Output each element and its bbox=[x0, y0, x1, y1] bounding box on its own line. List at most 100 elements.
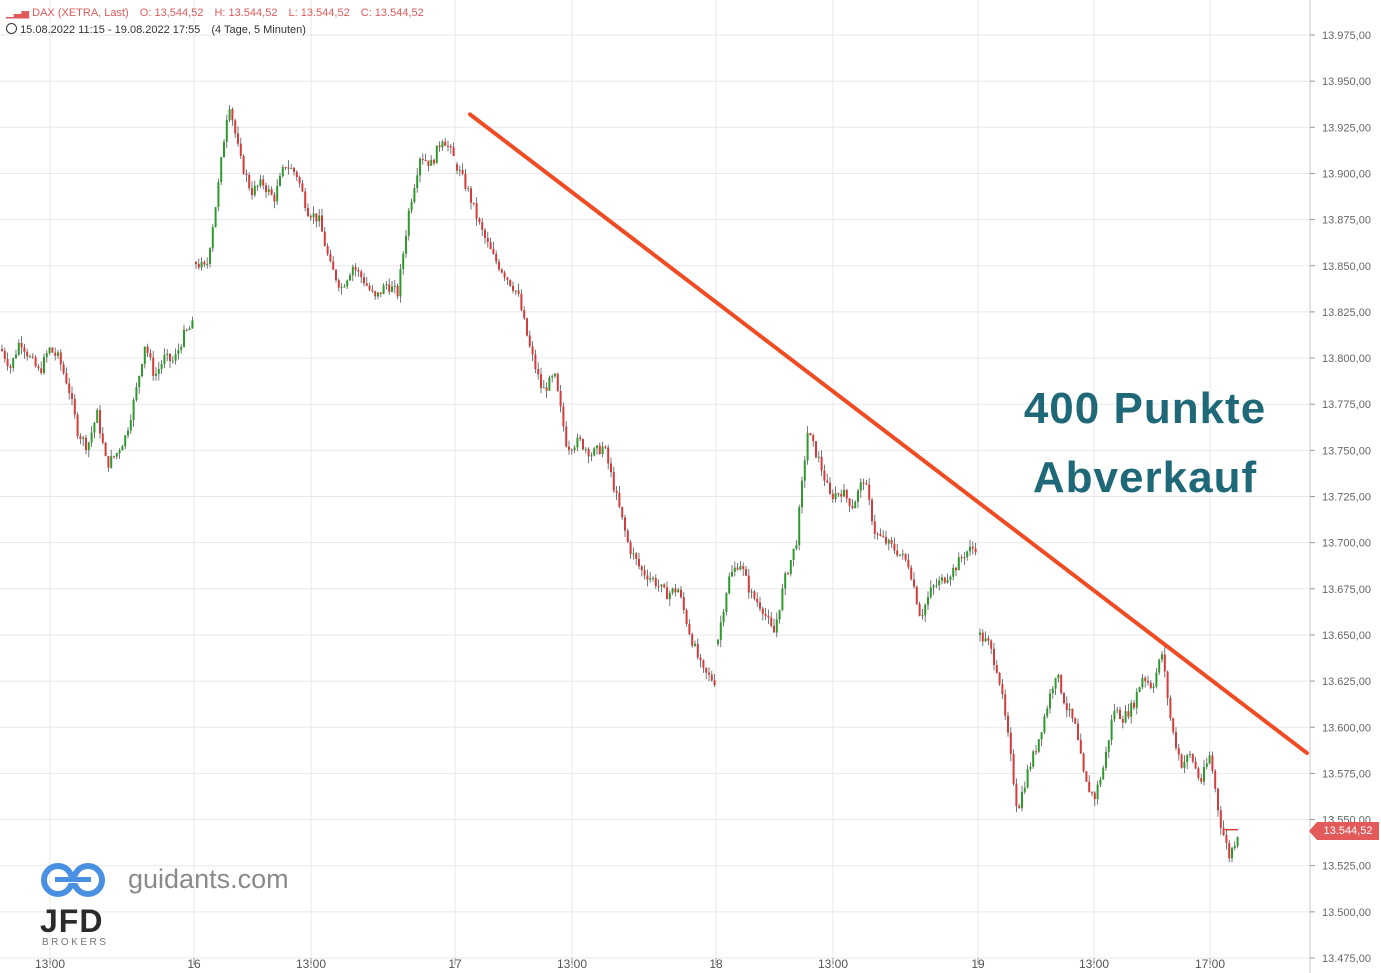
candle-body bbox=[340, 287, 343, 289]
candle-body bbox=[43, 357, 45, 373]
candle-body bbox=[792, 548, 795, 560]
candle-body bbox=[1133, 702, 1135, 708]
candle-body bbox=[267, 189, 270, 192]
candle-body bbox=[427, 160, 430, 166]
candle-body bbox=[809, 433, 812, 436]
candle-body bbox=[337, 280, 340, 288]
candle-body bbox=[960, 557, 963, 559]
bars-icon: ▁▃▅ bbox=[6, 8, 30, 19]
candle-body bbox=[817, 456, 820, 458]
candle-body bbox=[1205, 763, 1208, 768]
low-value: L: 13.544,52 bbox=[288, 7, 350, 19]
candle-body bbox=[113, 456, 115, 458]
candle-body bbox=[981, 632, 984, 642]
candle-body bbox=[464, 173, 467, 189]
candle-body bbox=[1211, 755, 1214, 771]
candle-body bbox=[1009, 732, 1012, 754]
candle-body bbox=[520, 293, 523, 311]
candle-body bbox=[565, 426, 568, 447]
candle-body bbox=[293, 167, 295, 172]
candle-body bbox=[110, 456, 113, 468]
y-tick-label: 13.675,00 bbox=[1322, 584, 1371, 596]
candle-body bbox=[879, 533, 882, 536]
candle-body bbox=[660, 584, 663, 587]
candle-body bbox=[321, 215, 323, 232]
candle-body bbox=[745, 569, 747, 576]
open-value: O: 13,544,52 bbox=[139, 7, 204, 19]
candle-body bbox=[45, 353, 48, 358]
candle-body bbox=[206, 263, 209, 265]
candle-body bbox=[798, 507, 801, 546]
candle-body bbox=[963, 557, 966, 559]
candle-body bbox=[467, 188, 470, 190]
candle-body bbox=[452, 147, 455, 157]
candle-body bbox=[1152, 686, 1155, 688]
brand-subtitle: BROKERS bbox=[42, 937, 109, 948]
candle-body bbox=[363, 277, 365, 284]
candle-body bbox=[393, 285, 396, 287]
candle-body bbox=[26, 351, 29, 357]
candle-body bbox=[812, 435, 815, 442]
candle-body bbox=[248, 174, 251, 189]
trendline[interactable] bbox=[468, 112, 1309, 756]
candle-body bbox=[924, 604, 927, 616]
candle-body bbox=[1208, 755, 1211, 764]
candle-body bbox=[433, 159, 435, 164]
candle-body bbox=[803, 460, 806, 481]
candle-body bbox=[354, 266, 357, 271]
candle-body bbox=[848, 498, 851, 507]
candle-body bbox=[335, 269, 337, 281]
candle-body bbox=[918, 604, 921, 616]
candle-body bbox=[590, 455, 593, 457]
candle-body bbox=[276, 185, 279, 202]
candle-body bbox=[702, 660, 705, 668]
candle-body bbox=[731, 571, 733, 577]
candle-body bbox=[307, 208, 309, 217]
candle-body bbox=[717, 640, 719, 645]
candle-body bbox=[1172, 718, 1175, 733]
candle-body bbox=[438, 145, 441, 148]
candle-body bbox=[157, 368, 160, 374]
candle-body bbox=[576, 437, 579, 448]
candle-body bbox=[761, 608, 764, 615]
brand-logo: JFD bbox=[40, 903, 104, 939]
candle-body bbox=[1231, 848, 1233, 859]
candle-body bbox=[326, 246, 329, 254]
x-tick-label: 17:00 bbox=[1195, 957, 1225, 971]
candle-body bbox=[1116, 709, 1119, 711]
period-label: (4 Tage, 5 Minuten) bbox=[211, 24, 306, 36]
candle-body bbox=[1225, 834, 1228, 843]
candle-body bbox=[413, 188, 416, 202]
candle-body bbox=[969, 546, 971, 552]
candle-body bbox=[725, 593, 728, 612]
candle-body bbox=[873, 521, 876, 534]
candle-body bbox=[728, 576, 731, 594]
candle-body bbox=[736, 567, 739, 570]
candle-body bbox=[287, 167, 290, 169]
candle-body bbox=[910, 567, 913, 580]
candle-body bbox=[174, 354, 177, 361]
candle-body bbox=[29, 356, 31, 358]
candle-body bbox=[1186, 755, 1189, 763]
x-tick-label: 18 bbox=[709, 957, 723, 971]
candle-body bbox=[127, 430, 129, 436]
candle-body bbox=[570, 449, 573, 451]
candle-body bbox=[301, 183, 304, 192]
candle-body bbox=[1018, 806, 1021, 809]
candle-body bbox=[626, 530, 629, 543]
candle-body bbox=[556, 373, 559, 392]
candle-body bbox=[478, 218, 481, 223]
candle-series bbox=[1, 105, 1239, 863]
candle-body bbox=[12, 358, 15, 368]
candle-body bbox=[1138, 687, 1141, 692]
candle-body bbox=[259, 179, 262, 186]
candle-body bbox=[674, 588, 677, 593]
candle-body bbox=[391, 286, 393, 292]
candle-body bbox=[1085, 771, 1088, 782]
candle-body bbox=[85, 437, 87, 450]
candle-body bbox=[957, 557, 960, 571]
candle-body bbox=[831, 493, 834, 500]
candle-body bbox=[149, 352, 152, 358]
candle-body bbox=[1163, 654, 1166, 672]
